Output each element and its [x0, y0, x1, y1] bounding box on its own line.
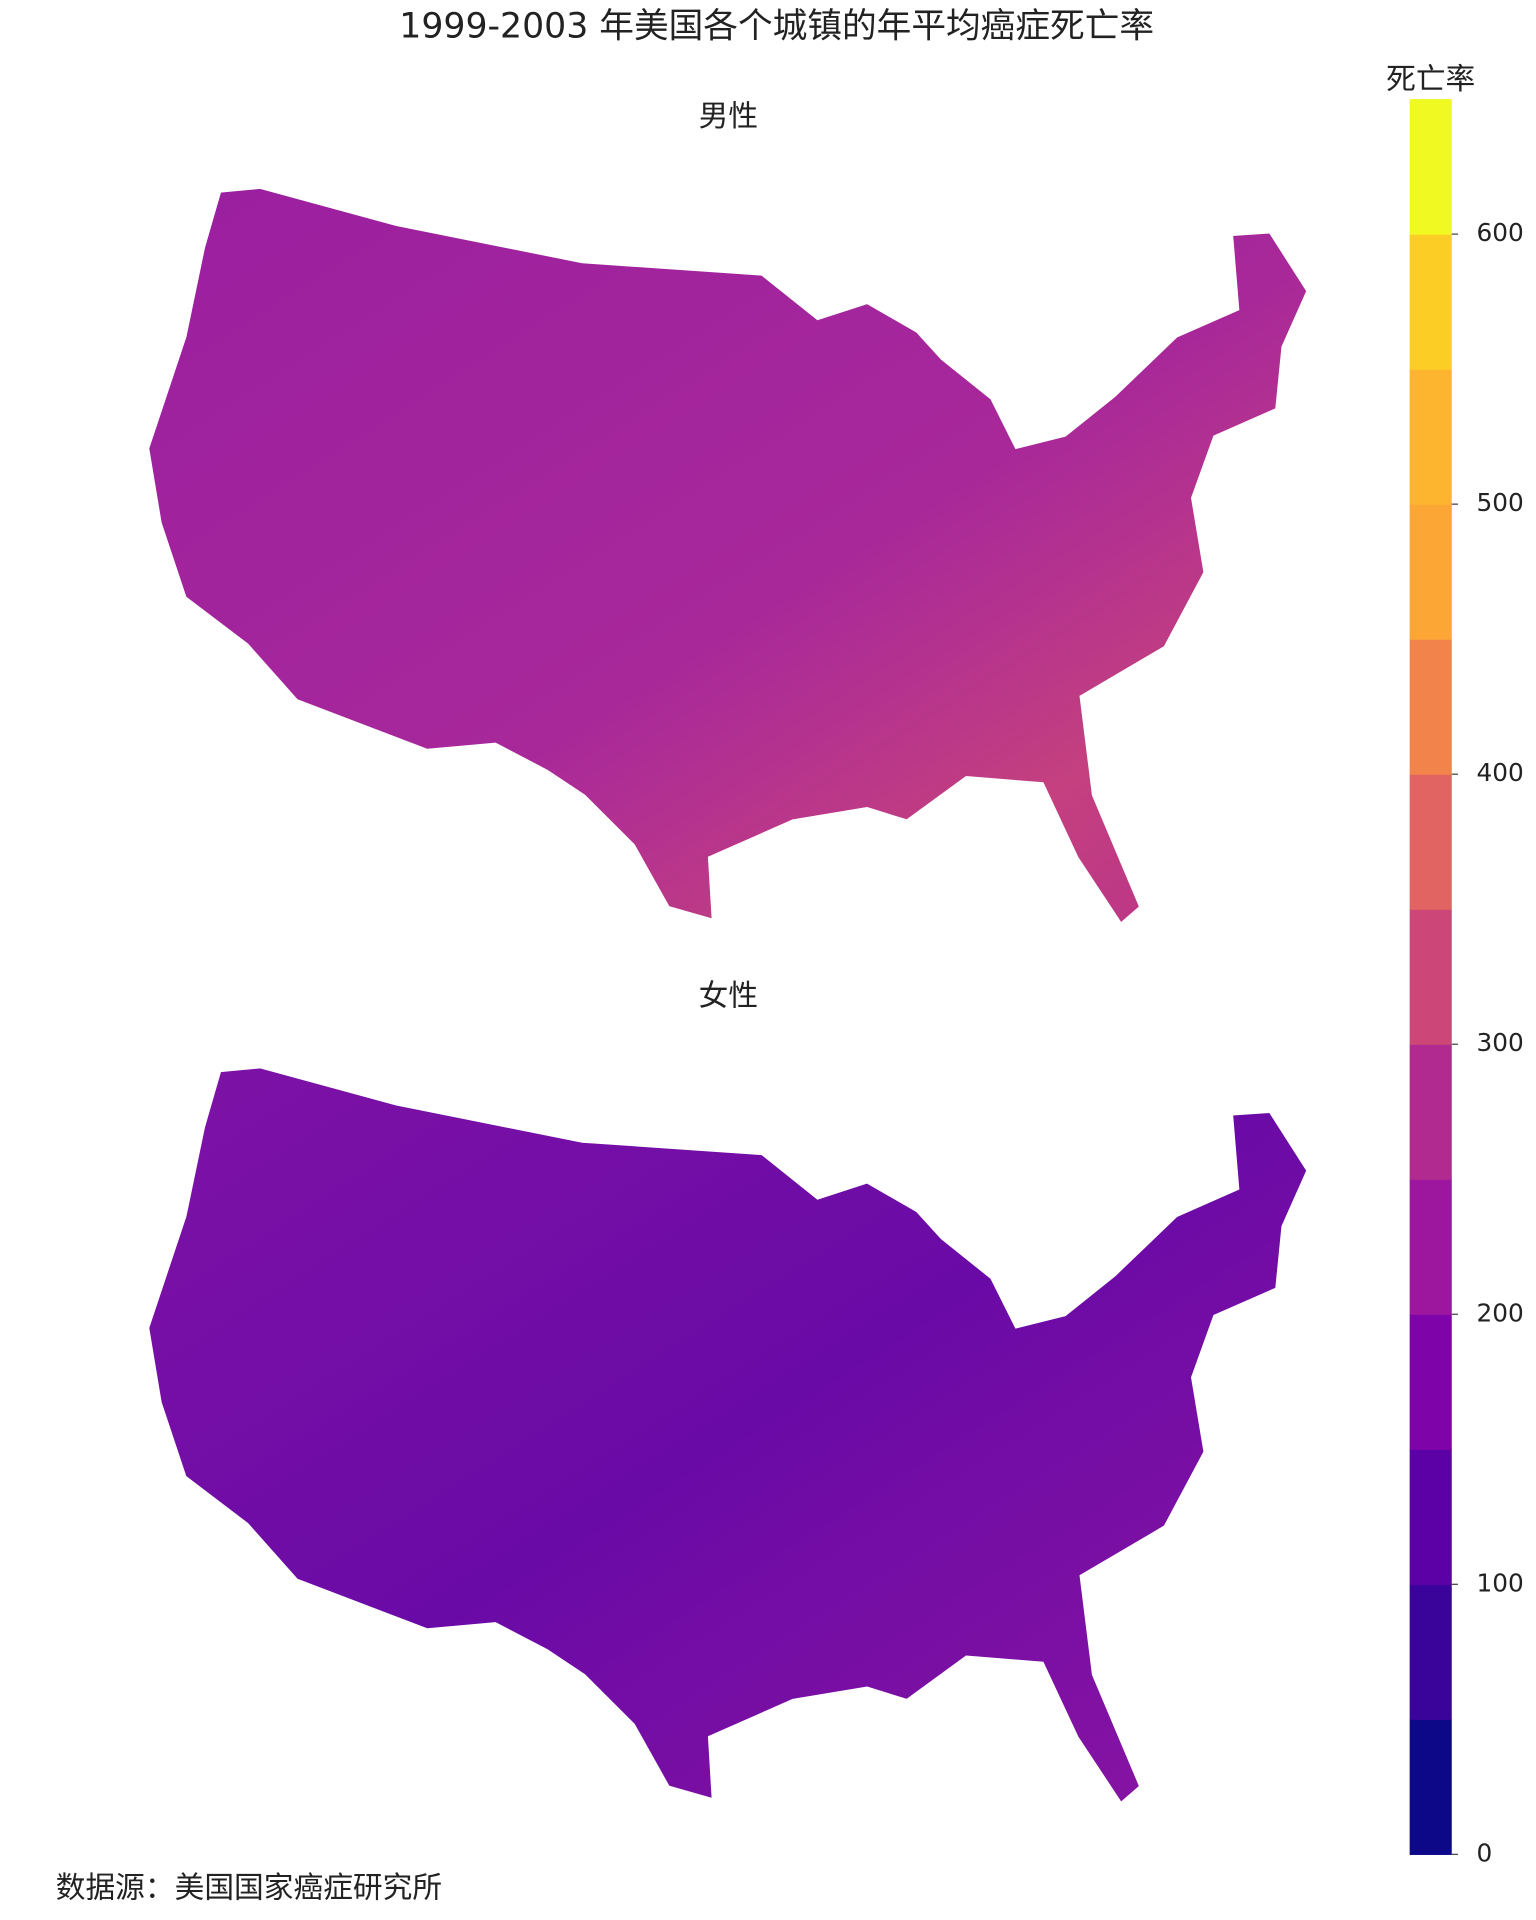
female-map [148, 1067, 1308, 1803]
colorbar-tick-label: 300 [1477, 1028, 1524, 1057]
colorbar-tick-label: 0 [1477, 1838, 1493, 1867]
colorbar-band [1409, 99, 1452, 235]
colorbar-band [1409, 1584, 1452, 1720]
chart-title: 1999-2003 年美国各个城镇的年平均癌症死亡率 [399, 6, 1154, 46]
map-title: 男性 [699, 99, 758, 134]
colorbar-title: 死亡率 [1386, 62, 1475, 97]
colorbar-band [1409, 234, 1452, 370]
map-title: 女性 [699, 979, 758, 1014]
colorbar-tick-label: 500 [1477, 488, 1524, 517]
colorbar-band [1409, 774, 1452, 910]
male-map [148, 187, 1308, 924]
colorbar-band [1409, 1179, 1452, 1315]
colorbar-tick-label: 100 [1477, 1568, 1524, 1597]
colorbar-tick-label: 400 [1477, 758, 1524, 787]
source-note: 数据源：美国国家癌症研究所 [56, 1871, 442, 1906]
colorbar-band [1409, 1719, 1452, 1855]
colorbar-band [1409, 504, 1452, 640]
colorbar-band [1409, 909, 1452, 1045]
colorbar-band [1409, 1449, 1452, 1585]
colorbar-band [1409, 1314, 1452, 1450]
colorbar-tick-label: 600 [1477, 218, 1524, 247]
colorbar-band [1409, 639, 1452, 775]
colorbar-band [1409, 1044, 1452, 1180]
colorbar-tick-label: 200 [1477, 1298, 1524, 1327]
colorbar-band [1409, 369, 1452, 505]
